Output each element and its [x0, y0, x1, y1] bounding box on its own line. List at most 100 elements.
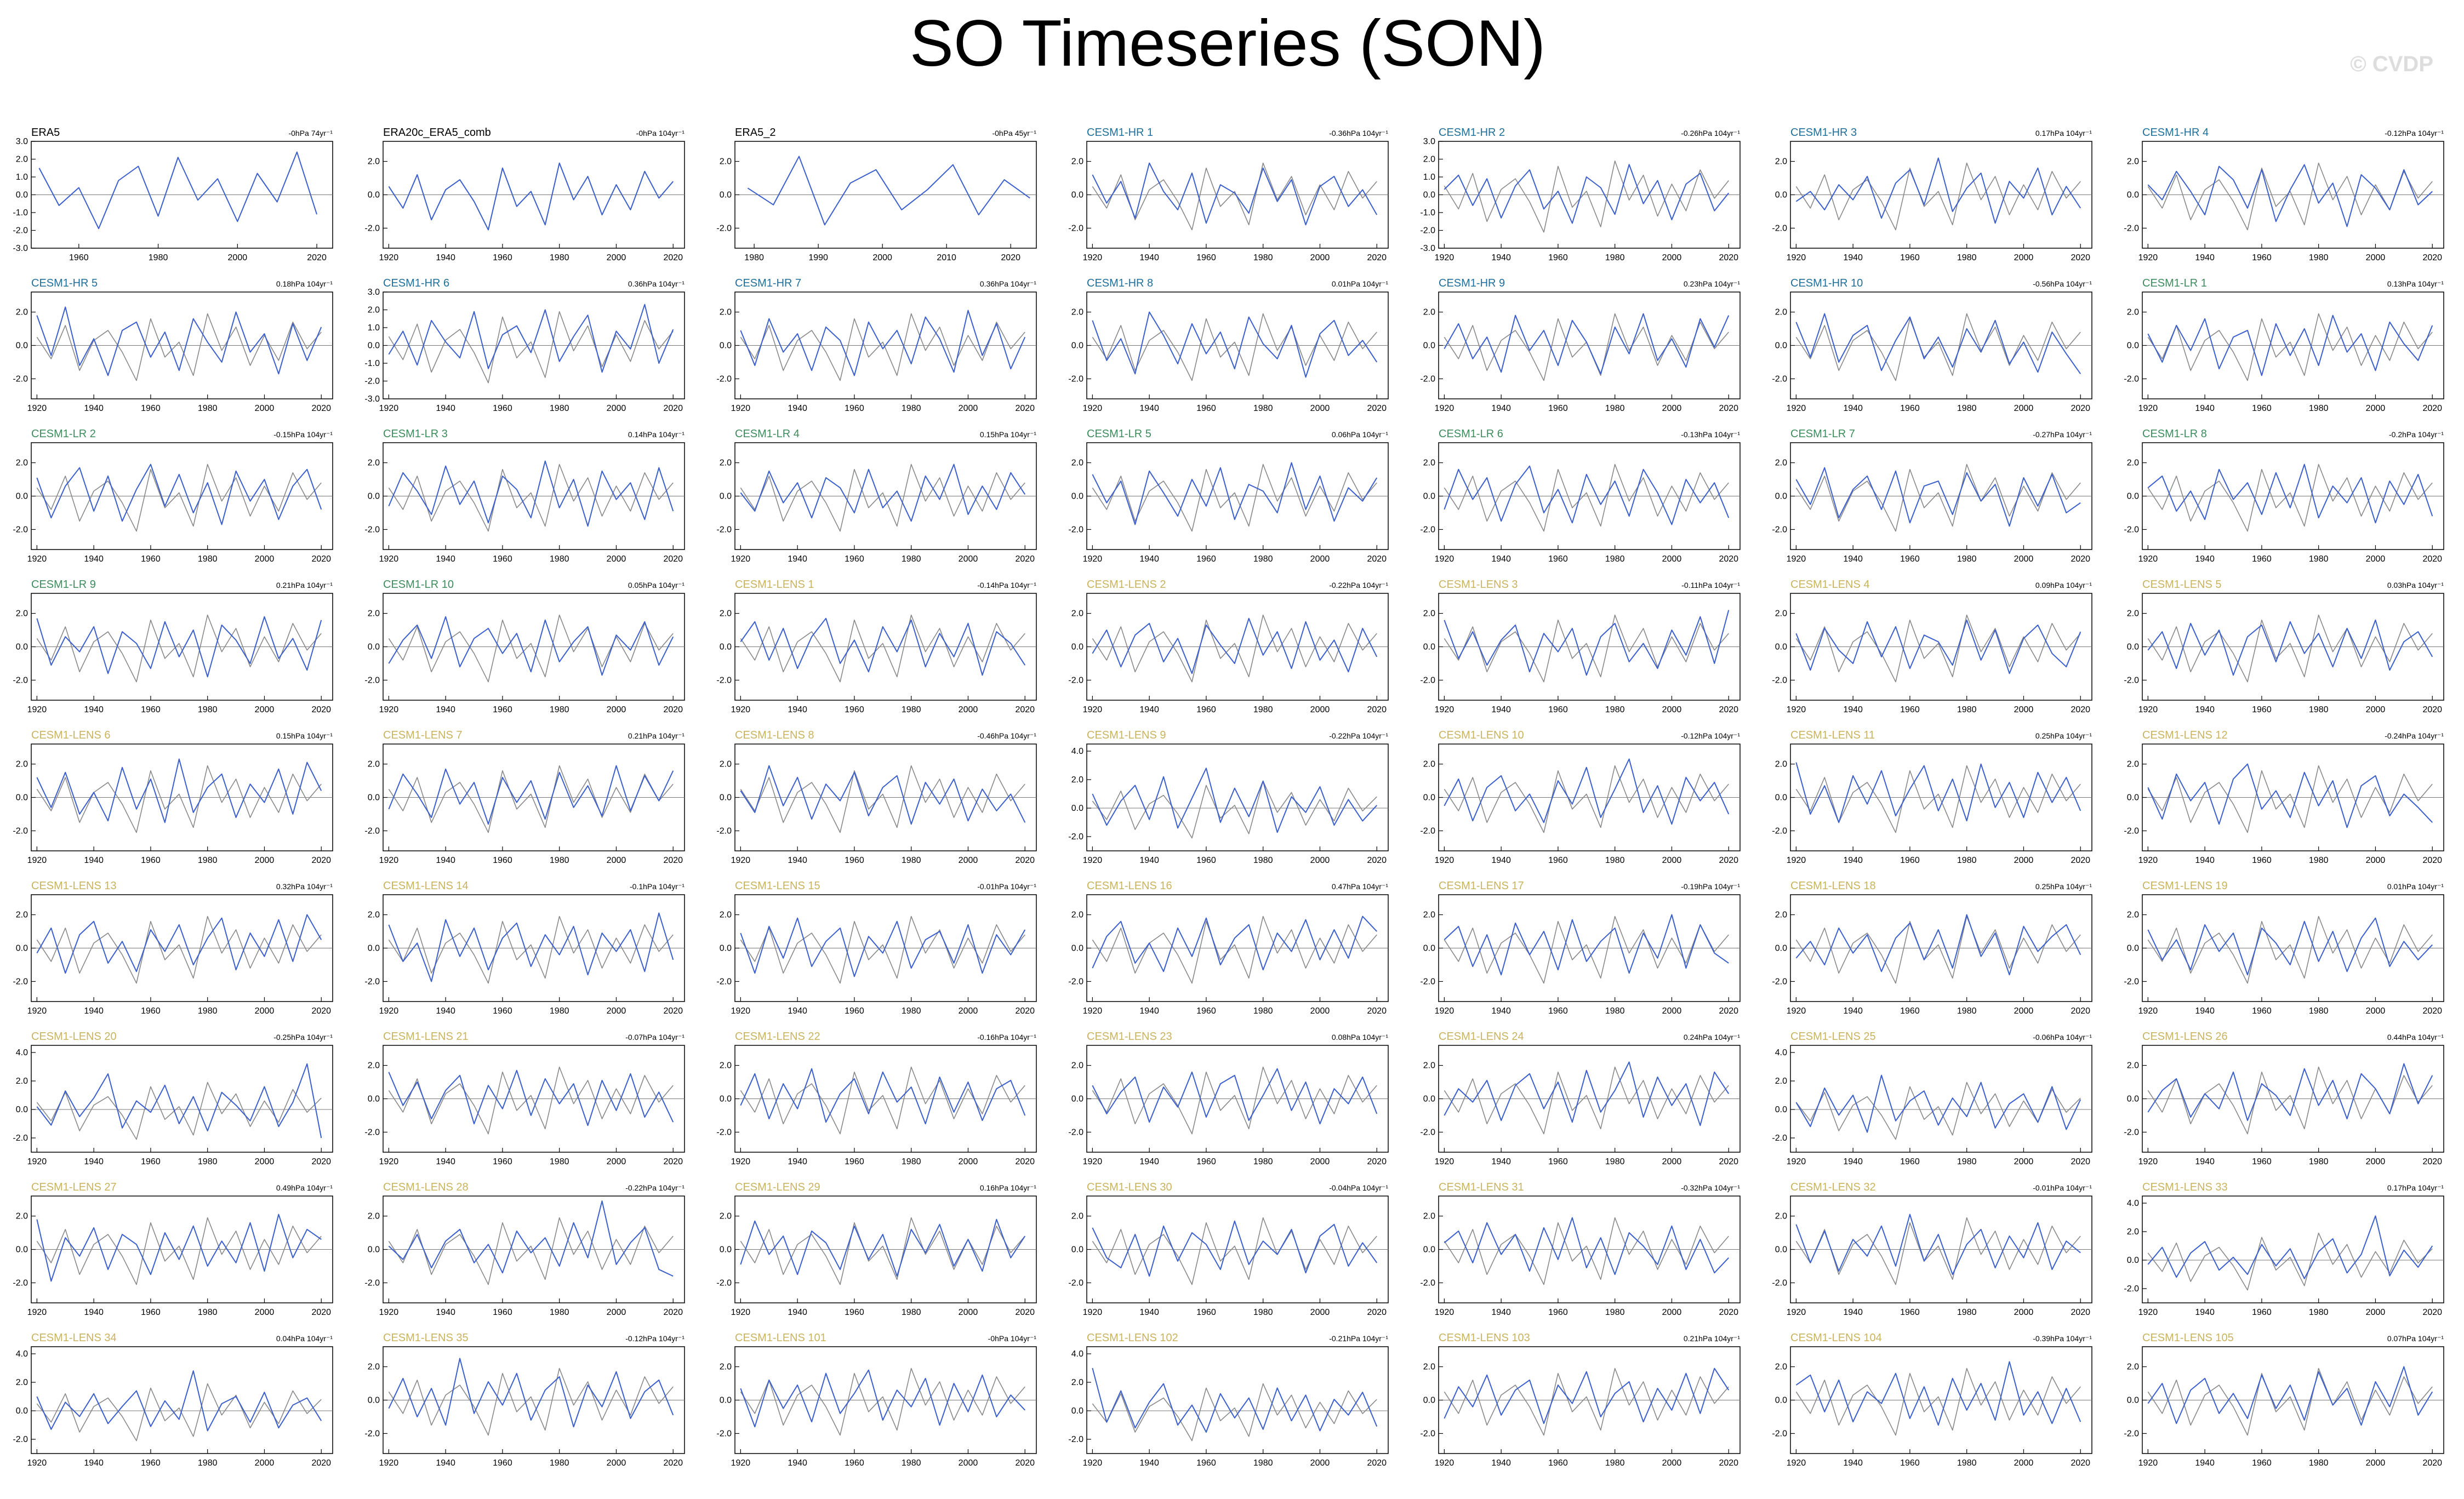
x-tick-label: 1960: [493, 1157, 512, 1166]
y-tick-label: 2.0: [1775, 609, 1787, 619]
reference-line: [36, 765, 322, 833]
trend-label: -0.07hPa 104yr⁻¹: [625, 1033, 685, 1042]
panel-title: CESM1-LR 3: [383, 428, 448, 440]
x-tick-label: 1940: [1843, 1006, 1863, 1016]
x-tick-label: 1960: [141, 1006, 161, 1016]
x-tick-label: 1920: [379, 253, 399, 262]
trend-label: 0.49hPa 104yr⁻¹: [276, 1183, 333, 1192]
trend-label: -0.36hPa 104yr⁻¹: [1329, 129, 1388, 138]
y-tick-label: 2.0: [16, 1077, 28, 1086]
y-tick-label: -2.0: [1420, 1278, 1435, 1288]
y-tick-label: 2.0: [1423, 459, 1435, 468]
series-line: [1092, 1368, 1378, 1433]
x-tick-label: 1920: [1787, 856, 1806, 865]
trend-label: 0.01hPa 104yr⁻¹: [1332, 279, 1388, 288]
trend-label: 0.04hPa 104yr⁻¹: [276, 1334, 333, 1343]
series-line: [388, 162, 674, 231]
y-tick-label: 0.0: [1775, 341, 1787, 351]
y-tick-label: 2.0: [1775, 459, 1787, 468]
y-tick-label: 0.0: [720, 793, 732, 803]
x-tick-label: 2000: [872, 253, 892, 262]
y-tick-label: -2.0: [13, 676, 28, 685]
trend-label: -0.11hPa 104yr⁻¹: [1681, 581, 1740, 590]
reference-line: [1092, 780, 1377, 839]
x-tick-label: 1920: [2138, 1308, 2158, 1317]
trend-label: 0.32hPa 104yr⁻¹: [276, 882, 333, 891]
y-tick-label: -2.0: [13, 977, 28, 986]
x-tick-label: 2020: [2071, 1157, 2090, 1166]
x-tick-label: 1960: [1548, 253, 1568, 262]
trend-label: 0.01hPa 104yr⁻¹: [2387, 882, 2444, 891]
series-line: [740, 917, 1026, 977]
x-tick-label: 1940: [1843, 1157, 1863, 1166]
x-tick-label: 2000: [1310, 253, 1330, 262]
y-tick-label: 2.0: [720, 1212, 732, 1221]
x-tick-label: 2000: [1662, 705, 1682, 714]
x-tick-label: 2000: [255, 404, 275, 413]
series-line: [2147, 164, 2433, 227]
x-tick-label: 2020: [663, 856, 683, 865]
x-tick-label: 1920: [1083, 404, 1103, 413]
x-tick-label: 1980: [902, 856, 921, 865]
panel-title: CESM1-LENS 15: [735, 880, 820, 892]
y-tick-label: 0.0: [720, 643, 732, 652]
y-tick-label: 2.0: [2127, 911, 2139, 920]
y-tick-label: 0.0: [2127, 944, 2139, 953]
reference-line: [1092, 916, 1377, 984]
series-line: [36, 758, 322, 823]
x-tick-label: 1960: [1196, 554, 1216, 564]
y-tick-label: -2.0: [1420, 226, 1435, 236]
reference-line: [740, 765, 1025, 833]
y-tick-label: 2.0: [16, 155, 28, 164]
x-tick-label: 1920: [1787, 253, 1806, 262]
x-tick-label: 1980: [550, 404, 569, 413]
reference-line: [36, 1082, 322, 1140]
series-line: [2147, 1366, 2433, 1426]
panel-title: CESM1-LENS 14: [383, 880, 469, 892]
y-tick-label: 2.0: [16, 760, 28, 769]
x-tick-label: 2000: [255, 1458, 275, 1468]
x-tick-label: 2020: [311, 856, 331, 865]
panel-title: CESM1-LENS 22: [735, 1031, 820, 1043]
y-tick-label: 0.0: [1423, 1396, 1435, 1405]
series-line: [388, 1200, 674, 1277]
x-tick-label: 1920: [1083, 856, 1103, 865]
y-tick-label: 4.0: [1775, 1048, 1787, 1057]
x-tick-label: 2000: [1310, 404, 1330, 413]
y-tick-label: 2.0: [16, 609, 28, 619]
reference-line: [388, 1217, 674, 1285]
panel-title: CESM1-LENS 34: [31, 1332, 117, 1344]
x-tick-label: 1960: [1900, 856, 1920, 865]
x-tick-label: 1960: [1548, 404, 1568, 413]
y-tick-label: -3.0: [364, 394, 380, 404]
y-tick-label: 0.0: [720, 944, 732, 953]
y-tick-label: -2.0: [1068, 525, 1083, 534]
x-tick-label: 1960: [141, 1157, 161, 1166]
x-tick-label: 1940: [84, 404, 104, 413]
y-tick-label: 0.0: [368, 341, 380, 351]
y-tick-label: 2.0: [16, 911, 28, 920]
panel-title: CESM1-LENS 5: [2142, 579, 2222, 591]
x-tick-label: 2000: [1662, 253, 1682, 262]
x-tick-label: 2000: [255, 1308, 275, 1317]
x-tick-label: 2000: [2014, 856, 2034, 865]
x-tick-label: 1980: [1253, 554, 1273, 564]
y-tick-label: 2.0: [1423, 1212, 1435, 1221]
panel-title: CESM1-LENS 33: [2142, 1181, 2228, 1193]
y-tick-label: 2.0: [720, 760, 732, 769]
x-tick-label: 1920: [1083, 554, 1103, 564]
y-tick-label: 2.0: [1071, 1378, 1083, 1387]
x-tick-label: 2000: [2366, 253, 2386, 262]
panel-title: CESM1-LENS 31: [1439, 1181, 1524, 1193]
x-tick-label: 1940: [436, 1308, 455, 1317]
trend-label: 0.15hPa 104yr⁻¹: [276, 731, 333, 740]
reference-line: [2147, 464, 2433, 532]
x-tick-label: 1940: [1491, 554, 1511, 564]
trend-label: 0.23hPa 104yr⁻¹: [1684, 279, 1740, 288]
x-tick-label: 1980: [550, 705, 569, 714]
series-line: [740, 617, 1026, 676]
x-tick-label: 1920: [1787, 404, 1806, 413]
x-tick-label: 1980: [1253, 1308, 1273, 1317]
x-tick-label: 2000: [2366, 856, 2386, 865]
trend-label: -0.04hPa 104yr⁻¹: [1329, 1183, 1388, 1192]
